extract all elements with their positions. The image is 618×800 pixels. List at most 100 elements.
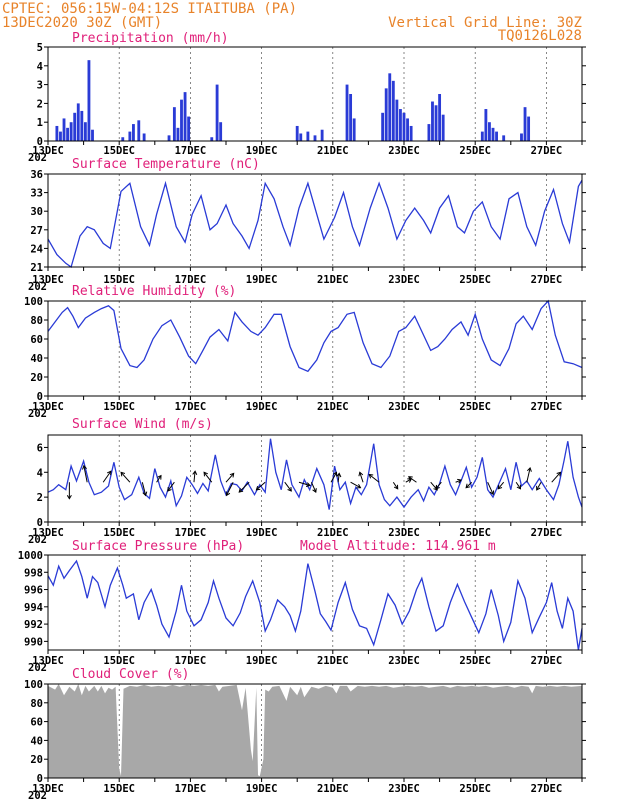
wind-vector [435, 481, 442, 490]
wind-arrowhead [120, 471, 126, 477]
x-tick-label: 15DEC [103, 145, 135, 157]
y-tick-label: 100 [24, 296, 43, 308]
header-station: CPTEC: 056:15W-04:12S ITAITUBA (PA) [2, 1, 297, 17]
wind-vector [350, 481, 361, 489]
y-tick-label: 100 [24, 679, 43, 691]
wind-arrowhead [497, 484, 503, 490]
year-fragment: 202 [28, 534, 47, 546]
precip-bar [381, 112, 385, 141]
precip-bar [215, 84, 219, 141]
panel-1: 21 24 27 30 33 36 13DEC 15DEC 17DEC 19DEC 21DEC 23D… [28, 157, 586, 293]
y-tick-label: 2 [37, 492, 43, 504]
precip-bar [167, 135, 171, 141]
panel-frame [47, 554, 583, 651]
precip-bar [527, 116, 531, 141]
precip-bar [480, 131, 484, 141]
x-tick-label: 19DEC [246, 145, 278, 157]
precip-bar [142, 133, 146, 141]
wind-vector [284, 481, 292, 492]
precip-bar [438, 94, 442, 141]
x-tick-label: 23DEC [388, 274, 420, 286]
wind-vector [330, 472, 337, 483]
panel-title: Relative Humidity (%) [72, 284, 236, 299]
x-tick-label: 25DEC [459, 145, 491, 157]
y-tick-label: 1 [37, 117, 43, 129]
precip-bar [484, 109, 488, 141]
x-tick-label: 25DEC [459, 401, 491, 413]
y-tick-label: 60 [30, 717, 43, 729]
x-tick-label: 17DEC [175, 527, 207, 539]
wind-arrowhead [106, 470, 112, 476]
x-tick-label: 23DEC [388, 527, 420, 539]
year-fragment: 202 [28, 790, 47, 800]
wind-vector [83, 465, 88, 483]
precip-bar [73, 112, 77, 141]
x-tick-label: 13DEC [32, 401, 64, 413]
wind-vector [526, 467, 531, 483]
x-tick-label: 27DEC [531, 274, 563, 286]
wind-arrowhead [142, 491, 148, 497]
wind-arrowhead [238, 488, 244, 493]
y-tick-label: 5 [37, 42, 43, 54]
y-tick-label: 994 [24, 602, 43, 614]
header-date: 13DEC2020 30Z (GMT) [2, 15, 162, 31]
precip-bar [523, 107, 527, 141]
wind-arrowhead [332, 471, 338, 477]
wind-arrowhead [225, 491, 231, 497]
x-tick-label: 19DEC [246, 655, 278, 667]
precip-bar [402, 112, 406, 141]
y-tick-label: 40 [30, 735, 43, 747]
series-line [47, 559, 583, 651]
wind-arrowhead [457, 478, 463, 484]
precip-bar [352, 118, 356, 141]
header-model: TQ0126L028 [498, 28, 582, 44]
y-tick-label: 36 [30, 169, 43, 181]
x-tick-label: 19DEC [246, 274, 278, 286]
precip-bar [388, 73, 392, 141]
y-tick-label: 0 [37, 773, 43, 785]
precip-bar [137, 120, 141, 141]
wind-vector [141, 482, 147, 496]
wind-vector [120, 471, 131, 483]
y-tick-label: 24 [30, 243, 43, 255]
panel-frame [47, 683, 583, 779]
year-fragment: 202 [28, 408, 47, 420]
x-tick-label: 25DEC [459, 274, 491, 286]
x-tick-label: 17DEC [175, 401, 207, 413]
wind-arrowhead [536, 485, 541, 491]
precip-bar [502, 135, 506, 141]
precip-bar [83, 122, 87, 141]
x-tick-label: 13DEC [32, 783, 64, 795]
precip-bar [391, 80, 395, 141]
x-tick-label: 17DEC [175, 783, 207, 795]
wind-vector [102, 470, 112, 483]
year-fragment: 202 [28, 662, 47, 674]
y-tick-label: 40 [30, 353, 43, 365]
model-altitude: Model Altitude: 114.961 m [300, 539, 496, 554]
y-tick-label: 990 [24, 636, 43, 648]
wind-arrowhead [393, 484, 399, 490]
x-tick-label: 17DEC [175, 145, 207, 157]
precip-bar [295, 125, 299, 141]
wind-vector [238, 481, 250, 493]
y-tick-label: 30 [30, 206, 43, 218]
wind-vector [156, 475, 162, 483]
y-tick-label: 0 [37, 391, 43, 403]
panel-frame [47, 173, 583, 268]
panel-5: 0 20 40 60 80 100 13DEC 15DEC 17DEC 19DEC 21DEC 23D… [24, 667, 586, 800]
wind-vector [487, 482, 494, 495]
panel-4: 990 992 994 996 998 1000 13DEC 15DEC 17DEC 19DEC 2… [18, 539, 586, 674]
precip-bar [132, 124, 135, 141]
y-tick-label: 27 [30, 225, 43, 237]
x-tick-label: 21DEC [317, 145, 349, 157]
precip-bar [62, 118, 66, 141]
precip-bar [91, 129, 94, 141]
wind-arrowhead [203, 471, 208, 477]
wind-vector [515, 481, 521, 490]
wind-vector [256, 481, 266, 491]
x-tick-label: 27DEC [531, 655, 563, 667]
wind-arrowhead [516, 484, 522, 490]
y-tick-label: 60 [30, 334, 43, 346]
precip-bar [183, 92, 187, 141]
